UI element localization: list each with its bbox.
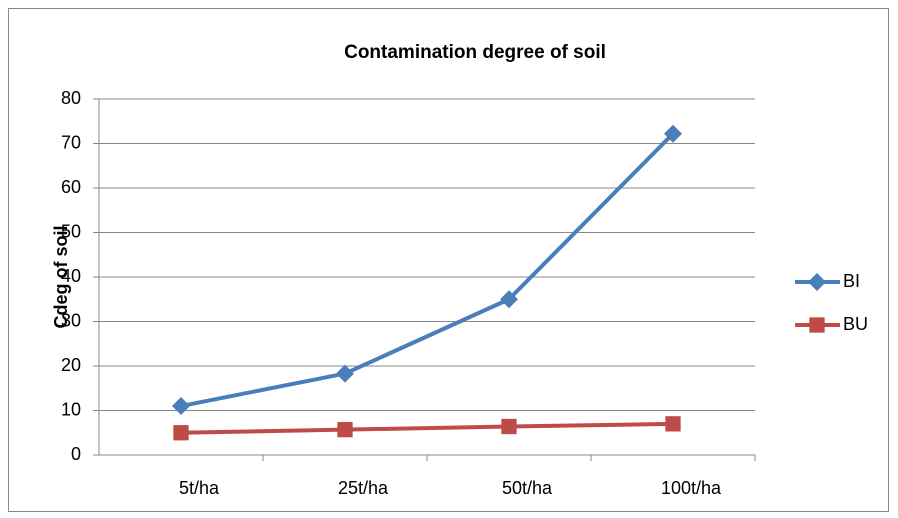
x-tick-label: 25t/ha — [338, 478, 389, 498]
legend-marker — [808, 273, 826, 291]
y-tick-label: 0 — [71, 444, 81, 464]
series-line — [180, 132, 675, 409]
chart-title: Contamination degree of soil — [344, 42, 606, 63]
y-tick-label: 50 — [61, 221, 81, 241]
legend-label: BU — [843, 314, 868, 334]
legend-label: BI — [843, 271, 860, 291]
point-marker — [501, 418, 517, 435]
y-tick-label: 20 — [61, 355, 81, 375]
y-tick-label: 60 — [61, 177, 81, 197]
chart-border — [8, 8, 889, 512]
point-marker — [664, 124, 682, 143]
y-tick-label: 80 — [61, 88, 81, 108]
point-marker — [172, 397, 190, 416]
x-tick-label: 100t/ha — [661, 478, 722, 498]
y-tick-label: 70 — [61, 132, 81, 152]
y-axis-title: Cdeg of soil — [51, 226, 71, 329]
y-tick-label: 10 — [61, 399, 81, 419]
series-line — [180, 421, 674, 435]
legend-marker — [809, 317, 825, 333]
y-tick-label: 30 — [61, 310, 81, 330]
y-tick-label: 40 — [61, 266, 81, 286]
point-marker — [173, 425, 189, 441]
point-marker — [500, 290, 518, 309]
x-tick-label: 50t/ha — [502, 478, 553, 498]
x-tick-label: 5t/ha — [179, 478, 220, 498]
point-marker — [336, 364, 354, 383]
point-marker — [337, 421, 353, 438]
point-marker — [665, 416, 681, 432]
